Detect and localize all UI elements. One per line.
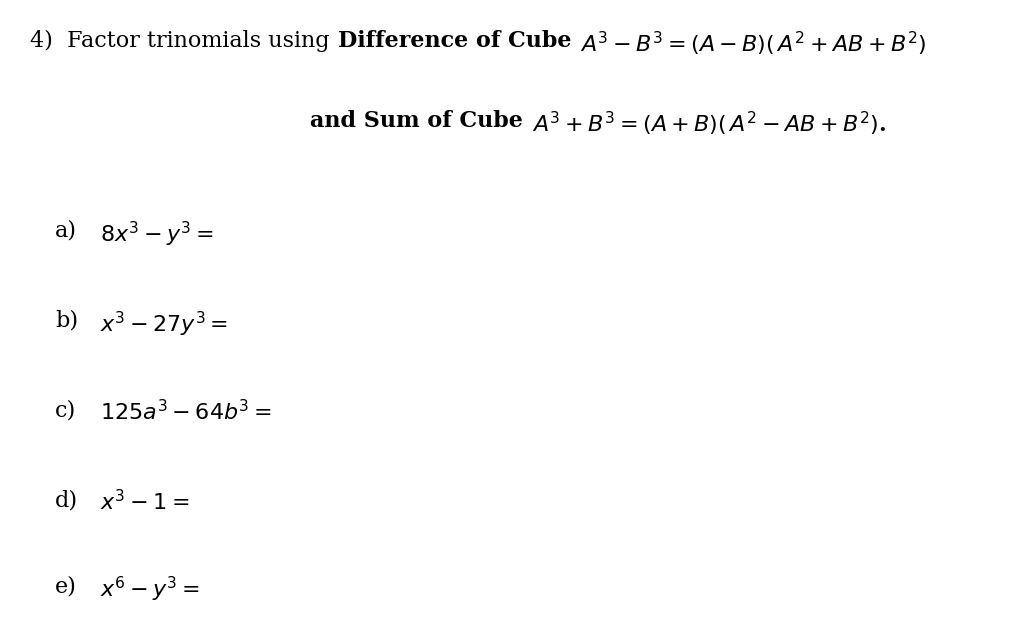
Text: e): e): [55, 575, 77, 597]
Text: 4)  Factor trinomials using: 4) Factor trinomials using: [30, 30, 337, 52]
Text: $x^3 - 27y^3 =$: $x^3 - 27y^3 =$: [100, 310, 228, 339]
Text: and Sum of Cube: and Sum of Cube: [310, 110, 530, 132]
Text: $x^3 - 1 =$: $x^3 - 1 =$: [100, 490, 189, 515]
Text: $x^6 - y^3 =$: $x^6 - y^3 =$: [100, 575, 200, 604]
Text: b): b): [55, 310, 78, 332]
Text: $125a^3 - 64b^3 =$: $125a^3 - 64b^3 =$: [100, 400, 272, 425]
Text: Difference of Cube: Difference of Cube: [338, 30, 579, 52]
Text: $8x^3 - y^3 =$: $8x^3 - y^3 =$: [100, 220, 213, 249]
Text: d): d): [55, 490, 78, 512]
Text: $A^3 + B^3 = (A + B)(\,A^2 - AB + B^2)$.: $A^3 + B^3 = (A + B)(\,A^2 - AB + B^2)$.: [531, 110, 886, 138]
Text: $A^3 - B^3 = (A - B)(\,A^2 + AB + B^2)$: $A^3 - B^3 = (A - B)(\,A^2 + AB + B^2)$: [580, 30, 926, 58]
Text: a): a): [55, 220, 77, 242]
Text: c): c): [55, 400, 76, 422]
